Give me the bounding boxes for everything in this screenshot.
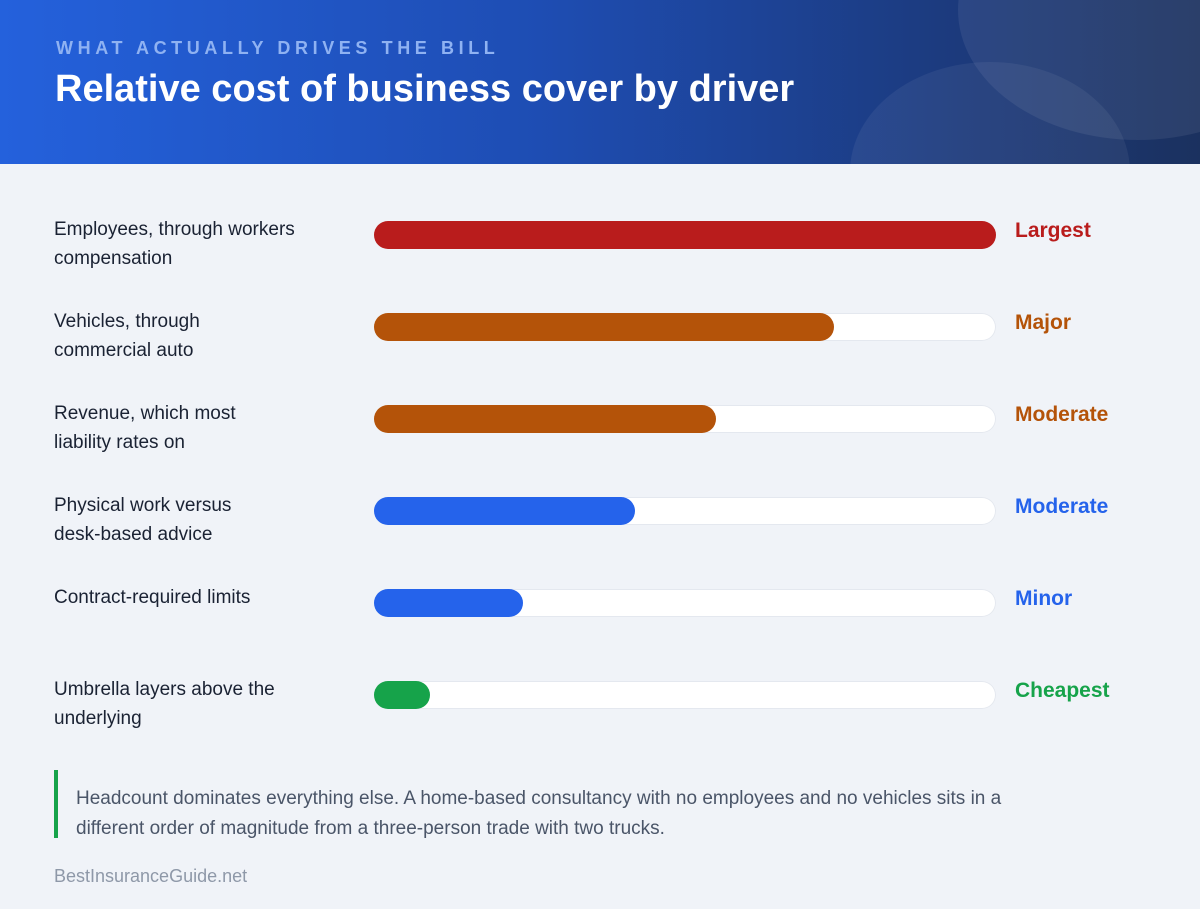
level-label: Cheapest [1015,679,1110,702]
callout-text: Headcount dominates everything else. A h… [76,788,1002,839]
bar [374,681,430,709]
bar [374,589,524,617]
level-label: Largest [1015,219,1091,242]
bar [374,313,835,341]
bar-track [374,497,996,525]
level-label: Major [1015,311,1072,334]
chart-title: Relative cost of business cover by drive… [55,68,795,110]
bar-track [374,589,996,617]
bar [374,405,717,433]
bar [374,221,996,249]
level-label: Minor [1015,587,1073,610]
category-label: Revenue, which most liability rates on [54,399,354,457]
category-label-line: Umbrella layers above the [54,679,275,700]
category-label: Employees, through workers compensation [54,215,354,273]
source-credit: BestInsuranceGuide.net [54,866,248,886]
category-label: Contract-required limits [54,583,354,612]
category-label-line: desk-based advice [54,524,213,545]
category-label: Vehicles, through commercial auto [54,307,354,365]
level-label: Moderate [1015,495,1109,518]
category-label-line: Vehicles, through [54,311,200,332]
level-label: Moderate [1015,403,1109,426]
bar-track [374,221,996,249]
bar-track [374,681,996,709]
header-banner: WHAT ACTUALLY DRIVES THE BILL Relative c… [0,0,1200,164]
category-label-line: Contract-required limits [54,587,251,608]
category-label-line: Physical work versus [54,495,232,516]
category-label: Umbrella layers above the underlying [54,675,354,733]
eyebrow-label: WHAT ACTUALLY DRIVES THE BILL [56,38,500,58]
category-label-line: Employees, through workers [54,219,295,240]
category-label-line: liability rates on [54,432,185,453]
category-label-line: Revenue, which most [54,403,236,424]
callout-note: Headcount dominates everything else. A h… [54,770,1058,839]
category-label-line: compensation [54,248,173,269]
bar [374,497,636,525]
category-label-line: commercial auto [54,340,194,361]
category-label: Physical work versus desk-based advice [54,491,354,549]
bar-track [374,313,996,341]
bar-track [374,405,996,433]
category-label-line: underlying [54,708,142,729]
